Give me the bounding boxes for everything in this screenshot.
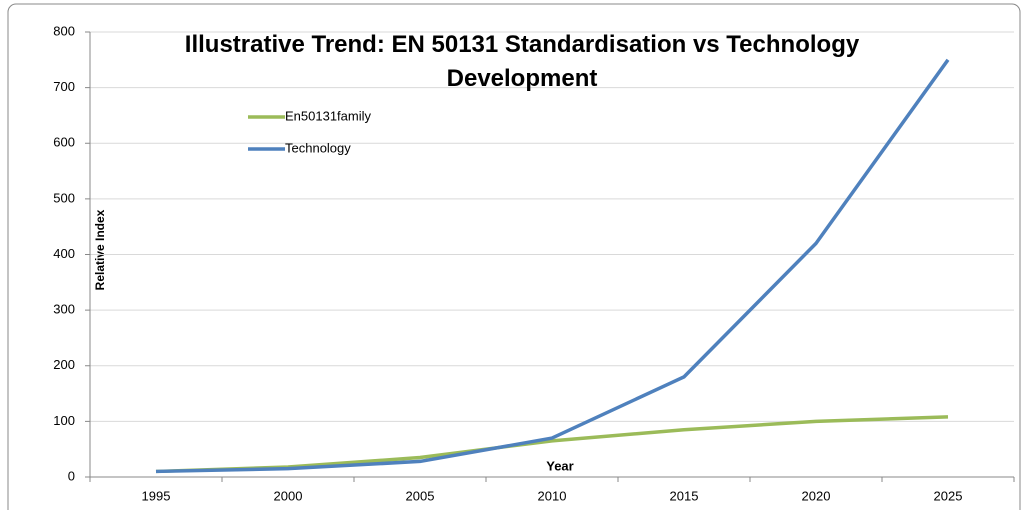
x-tick-label: 2010 xyxy=(538,488,567,503)
legend-label: En50131family xyxy=(285,108,371,123)
x-tick-label: 1995 xyxy=(142,488,171,503)
y-tick-label: 500 xyxy=(53,190,75,205)
y-tick-label: 600 xyxy=(53,135,75,150)
legend-label: Technology xyxy=(285,140,351,155)
y-tick-label: 400 xyxy=(53,246,75,261)
x-tick-label: 2015 xyxy=(670,488,699,503)
y-tick-label: 200 xyxy=(53,357,75,372)
y-axis-label: Relative Index xyxy=(93,209,107,290)
x-tick-label: 2005 xyxy=(406,488,435,503)
x-axis-label: Year xyxy=(546,458,573,473)
y-tick-label: 100 xyxy=(53,413,75,428)
y-tick-label: 300 xyxy=(53,302,75,317)
y-tick-label: 800 xyxy=(53,23,75,38)
x-tick-label: 2025 xyxy=(934,488,963,503)
x-tick-label: 2000 xyxy=(274,488,303,503)
x-tick-label: 2020 xyxy=(802,488,831,503)
y-tick-label: 700 xyxy=(53,79,75,94)
chart-title: Illustrative Trend: EN 50131 Standardisa… xyxy=(184,31,860,92)
y-tick-label: 0 xyxy=(68,468,75,483)
data-line xyxy=(155,58,950,474)
chart-border xyxy=(7,3,1021,510)
